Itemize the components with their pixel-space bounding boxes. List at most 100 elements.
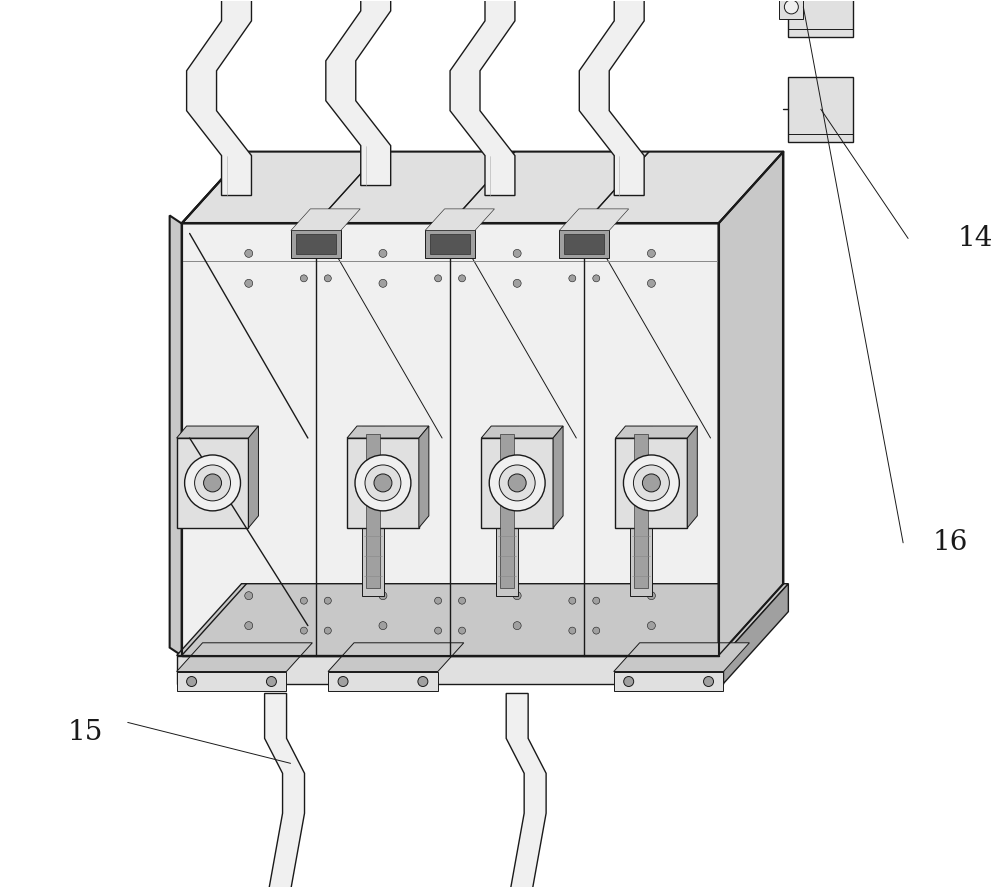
Text: 15: 15 [68, 719, 103, 746]
Polygon shape [291, 209, 360, 231]
Polygon shape [182, 152, 783, 224]
Polygon shape [182, 224, 719, 655]
Polygon shape [506, 694, 546, 888]
Polygon shape [788, 0, 853, 36]
Polygon shape [481, 426, 563, 438]
Circle shape [647, 622, 655, 630]
Polygon shape [634, 434, 648, 588]
Polygon shape [177, 655, 723, 684]
Circle shape [324, 627, 331, 634]
Polygon shape [265, 694, 305, 888]
Polygon shape [347, 426, 429, 438]
Polygon shape [328, 643, 464, 671]
Circle shape [593, 245, 600, 252]
Circle shape [435, 275, 442, 281]
Polygon shape [500, 434, 514, 588]
Polygon shape [291, 231, 341, 258]
Polygon shape [425, 209, 494, 231]
Circle shape [513, 280, 521, 288]
Circle shape [642, 474, 660, 492]
Circle shape [418, 677, 428, 686]
Circle shape [569, 245, 576, 252]
Circle shape [324, 275, 331, 281]
Polygon shape [687, 426, 697, 527]
Polygon shape [326, 0, 391, 186]
Polygon shape [630, 426, 652, 596]
Circle shape [245, 622, 253, 630]
Circle shape [324, 598, 331, 604]
Circle shape [569, 627, 576, 634]
Circle shape [508, 474, 526, 492]
Polygon shape [177, 438, 248, 527]
Circle shape [624, 677, 634, 686]
Polygon shape [559, 231, 609, 258]
Circle shape [513, 591, 521, 599]
Polygon shape [788, 76, 853, 141]
Circle shape [459, 598, 466, 604]
Circle shape [593, 275, 600, 281]
Polygon shape [362, 426, 384, 596]
Polygon shape [187, 0, 251, 195]
Circle shape [245, 591, 253, 599]
Polygon shape [614, 643, 749, 671]
Circle shape [185, 455, 240, 511]
Polygon shape [719, 152, 783, 655]
Polygon shape [559, 209, 629, 231]
Polygon shape [296, 234, 336, 254]
Polygon shape [579, 0, 644, 195]
Circle shape [245, 280, 253, 288]
Polygon shape [347, 438, 419, 527]
Polygon shape [177, 583, 788, 655]
Circle shape [300, 275, 307, 281]
Circle shape [647, 280, 655, 288]
Circle shape [355, 455, 411, 511]
Circle shape [459, 275, 466, 281]
Circle shape [300, 245, 307, 252]
Circle shape [195, 465, 231, 501]
Circle shape [647, 591, 655, 599]
Circle shape [435, 627, 442, 634]
Polygon shape [614, 671, 723, 692]
Circle shape [623, 455, 679, 511]
Circle shape [704, 677, 714, 686]
Circle shape [300, 627, 307, 634]
Circle shape [379, 280, 387, 288]
Circle shape [374, 474, 392, 492]
Circle shape [338, 677, 348, 686]
Circle shape [633, 465, 669, 501]
Polygon shape [177, 426, 258, 438]
Circle shape [365, 465, 401, 501]
Polygon shape [328, 671, 438, 692]
Polygon shape [564, 234, 604, 254]
Circle shape [245, 250, 253, 258]
Circle shape [593, 627, 600, 634]
Circle shape [379, 622, 387, 630]
Circle shape [204, 474, 222, 492]
Polygon shape [553, 426, 563, 527]
Circle shape [593, 598, 600, 604]
Circle shape [459, 245, 466, 252]
Polygon shape [177, 643, 312, 671]
Circle shape [499, 465, 535, 501]
Circle shape [784, 0, 798, 14]
Circle shape [435, 598, 442, 604]
Polygon shape [366, 434, 380, 588]
Circle shape [513, 622, 521, 630]
Circle shape [569, 275, 576, 281]
Polygon shape [615, 426, 697, 438]
Polygon shape [425, 231, 475, 258]
Circle shape [435, 245, 442, 252]
Polygon shape [723, 583, 788, 684]
Polygon shape [419, 426, 429, 527]
Circle shape [379, 250, 387, 258]
Circle shape [300, 598, 307, 604]
Circle shape [569, 598, 576, 604]
Polygon shape [248, 426, 258, 527]
Text: 14: 14 [958, 225, 993, 252]
Text: 16: 16 [933, 529, 968, 556]
Circle shape [489, 455, 545, 511]
Polygon shape [450, 0, 515, 195]
Circle shape [187, 677, 197, 686]
Polygon shape [481, 438, 553, 527]
Polygon shape [779, 0, 803, 19]
